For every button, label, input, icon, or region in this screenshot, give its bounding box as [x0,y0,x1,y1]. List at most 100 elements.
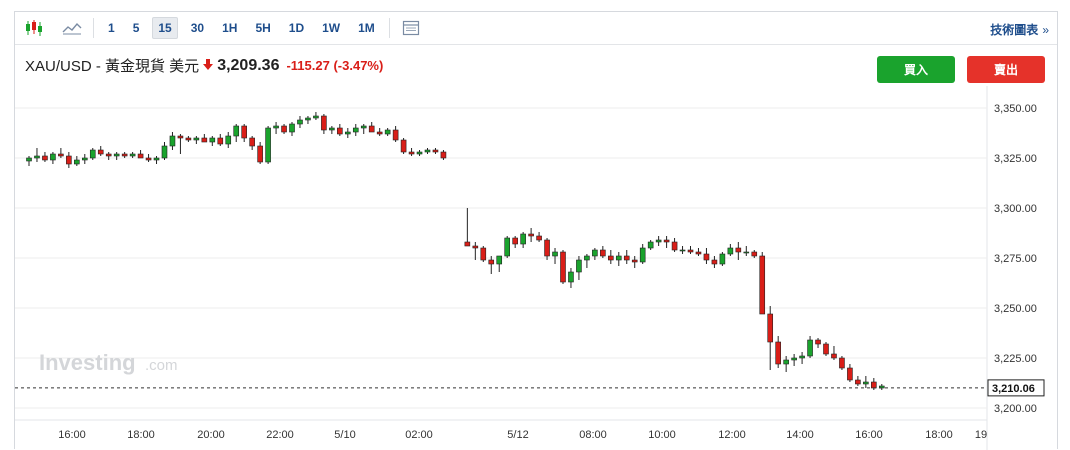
candle-body [847,367,853,381]
y-tick-label: 3,325.00 [994,153,1037,165]
candle-body [576,259,582,273]
candle-body [639,247,646,263]
candle-body [464,241,471,247]
candle-body [225,135,232,145]
candle-body [647,241,654,249]
interval-5h[interactable]: 5H [255,21,271,35]
candle-body [743,251,750,254]
y-tick-label: 3,275.00 [994,253,1037,265]
candle-body [839,357,845,369]
buy-button[interactable]: 買入 [877,56,955,83]
candle-body [201,137,208,143]
x-tick-label: 10:00 [648,429,676,441]
last-price-badge [987,379,1045,397]
candle-body [592,249,598,257]
candle-body [321,115,327,131]
candle-body [209,137,216,143]
interval-1w[interactable]: 1W [322,21,341,35]
interval-1d[interactable]: 1D [288,21,305,35]
candle-body [241,125,247,139]
candle-body [807,339,813,357]
candle-body [376,131,383,135]
investing-watermark: Investing [39,350,136,375]
interval-15[interactable]: 15 [152,17,178,39]
last-price-label: 3,210.06 [992,383,1035,395]
candle-body [432,149,439,153]
candle-body [289,123,295,133]
instrument-name: XAU/USD - 黃金現貨 美元 [25,58,200,75]
candle-body [663,239,670,243]
quote-header: XAU/USD - 黃金現貨 美元 3,209.36 -115.27 (-3.4… [25,55,383,76]
y-tick-label: 3,200.00 [994,403,1037,415]
y-tick-label: 3,350.00 [994,103,1037,115]
candle-body [855,379,861,385]
candle-body [344,131,351,135]
interval-1[interactable]: 1 [108,21,115,35]
candle-body [568,271,574,283]
candle-body [129,153,136,157]
x-tick-label: 14:00 [786,429,814,441]
candle-body [81,157,88,161]
interval-30[interactable]: 30 [190,21,205,35]
candle-body [544,239,550,257]
candle-body [360,125,367,129]
candle-body [337,127,343,135]
chart-widget: 1 5 15 30 1H 5H 1D 1W 1M 技術圖表» 3,200.00 3,225.00 3… [14,11,1058,450]
candle-body [74,159,80,165]
candle-body [89,149,96,159]
candle-body [265,127,271,163]
candle-body [281,125,287,133]
candle-body [727,247,734,255]
candle-body [831,353,837,359]
interval-1m[interactable]: 1M [358,21,375,35]
candle-body [97,149,104,155]
candle-body [536,235,542,241]
candle-body [50,153,56,161]
x-tick-label: 16:00 [58,429,86,441]
candle-body [655,239,662,243]
candle-body [34,155,40,159]
toolbar-divider [93,18,94,38]
candle-body [815,339,821,345]
candle-body [424,149,431,153]
data-table-icon[interactable] [398,16,424,40]
candle-body [783,359,789,365]
candle-body [352,127,359,133]
candle-body [679,249,686,252]
candle-body [249,137,255,147]
candle-body [400,139,407,153]
candle-body [512,237,518,245]
area-chart-icon[interactable] [59,16,85,40]
interval-1h[interactable]: 1H [222,21,238,35]
toolbar-divider [388,18,390,38]
technical-chart-link[interactable]: 技術圖表» [990,21,1049,38]
x-tick-label: 08:00 [579,429,607,441]
x-tick-label: 5/10 [334,429,355,441]
investing-watermark-suffix: .com [145,357,178,374]
interval-selector: 1 5 15 30 1H 5H 1D 1W 1M [102,17,381,39]
sell-button[interactable]: 賣出 [967,56,1045,83]
interval-5[interactable]: 5 [132,21,140,35]
candle-body [719,253,726,265]
last-price: 3,209.36 [217,56,280,74]
candle-body [687,249,694,253]
candle-body [735,247,742,253]
candlestick-chart-icon[interactable] [21,16,47,40]
candle-body [480,247,487,261]
candle-body [751,251,758,257]
y-tick-label: 3,225.00 [994,353,1037,365]
candle-body [759,255,766,315]
candle-body [121,153,128,157]
candle-body [297,119,303,125]
candle-body [217,137,224,145]
change-value: -115.27 [286,58,330,73]
candle-body [257,145,263,163]
candle-body [552,251,558,257]
candle-body [767,313,774,343]
candle-body [26,157,32,162]
change-percent: (-3.47%) [333,58,384,73]
x-tick-label: 22:00 [266,429,294,441]
candle-body [193,137,200,141]
x-tick-label: 18:00 [127,429,155,441]
x-tick-label: 20:00 [197,429,225,441]
